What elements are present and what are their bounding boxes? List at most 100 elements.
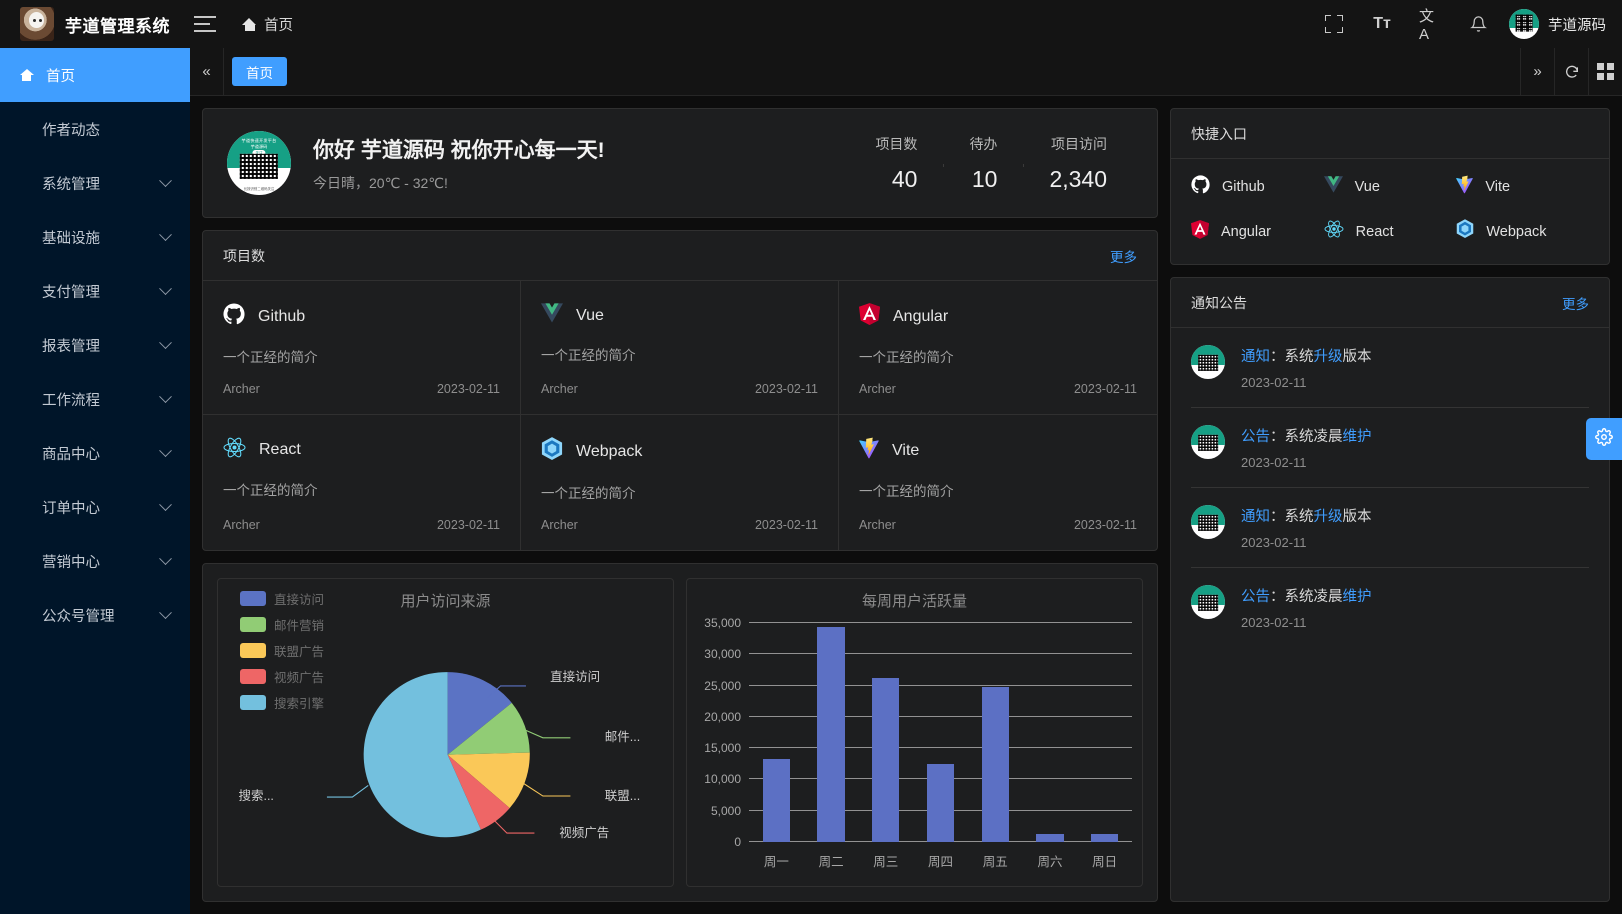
- x-tick-label: 周六: [1037, 855, 1063, 869]
- quick-entry-title: 快捷入口: [1191, 125, 1247, 142]
- quick-entry-vite[interactable]: Vite: [1456, 175, 1589, 199]
- quick-entry-grid: Github Vue Vite: [1171, 159, 1609, 264]
- project-name: Vite: [892, 441, 920, 459]
- y-axis: 0 5,000 10,000 15,000 20,000 25,000 30,0…: [687, 616, 747, 849]
- sidebar-item-label: 基础设施: [42, 230, 100, 247]
- translate-icon[interactable]: 文A: [1419, 8, 1435, 43]
- quick-entry-angular[interactable]: Angular: [1191, 219, 1324, 244]
- settings-fab[interactable]: [1586, 418, 1622, 460]
- legend-item[interactable]: 联盟广告: [240, 641, 324, 660]
- sidebar-item-author-news[interactable]: 作者动态: [0, 102, 190, 156]
- y-tick: 5,000: [710, 803, 741, 818]
- project-author: Archer: [541, 382, 578, 396]
- sidebar-item-label: 商品中心: [42, 446, 100, 463]
- notices-more-link[interactable]: 更多: [1562, 296, 1589, 312]
- legend-item[interactable]: 邮件营销: [240, 615, 324, 634]
- notices-header: 通知公告 更多: [1171, 278, 1609, 328]
- x-tick-label: 周五: [982, 855, 1008, 869]
- sidebar-item-system[interactable]: 系统管理: [0, 156, 190, 210]
- quick-entry-react[interactable]: React: [1324, 219, 1457, 244]
- project-author: Archer: [859, 382, 896, 396]
- project-desc: 一个正经的简介: [859, 484, 954, 499]
- project-author: Archer: [859, 518, 896, 532]
- project-card[interactable]: Vite 一个正经的简介 Archer 2023-02-11: [839, 415, 1157, 550]
- projects-card-header: 项目数 更多: [203, 231, 1157, 281]
- project-card[interactable]: Angular 一个正经的简介 Archer 2023-02-11: [839, 281, 1157, 415]
- x-tick-label: 周日: [1092, 855, 1118, 869]
- sidebar-item-home[interactable]: 首页: [0, 48, 190, 102]
- quick-entry-vue[interactable]: Vue: [1323, 175, 1457, 199]
- sidebar-item-report[interactable]: 报表管理: [0, 318, 190, 372]
- chevron-down-icon: [159, 335, 172, 349]
- sidebar-item-mp[interactable]: 公众号管理: [0, 588, 190, 642]
- x-tick-label: 周一: [763, 855, 789, 869]
- grid-icon[interactable]: [1588, 47, 1622, 96]
- notice-item[interactable]: 公告：系统凌晨维护 2023-02-11: [1191, 568, 1589, 647]
- project-desc: 一个正经的简介: [541, 348, 636, 363]
- notice-title: 通知：系统升级版本: [1241, 345, 1372, 366]
- hamburger-icon[interactable]: [194, 16, 216, 32]
- quick-entry-webpack[interactable]: Webpack: [1456, 219, 1589, 244]
- notice-item[interactable]: 公告：系统凌晨维护 2023-02-11: [1191, 408, 1589, 488]
- legend-label: 视频广告: [274, 671, 325, 685]
- project-card[interactable]: Github 一个正经的简介 Archer 2023-02-11: [203, 281, 521, 415]
- project-date: 2023-02-11: [754, 382, 818, 396]
- quick-entry-label: Github: [1222, 179, 1265, 195]
- bell-icon[interactable]: [1467, 13, 1489, 35]
- y-tick: 30,000: [704, 647, 741, 662]
- sidebar-item-infra[interactable]: 基础设施: [0, 210, 190, 264]
- project-date: 2023-02-11: [436, 518, 500, 532]
- y-tick: 15,000: [704, 741, 741, 756]
- project-card[interactable]: React 一个正经的简介 Archer 2023-02-11: [203, 415, 521, 550]
- user-menu[interactable]: 芋道源码: [1509, 9, 1606, 39]
- bar-cell: [1077, 623, 1132, 842]
- notice-item[interactable]: 通知：系统升级版本 2023-02-11: [1191, 328, 1589, 408]
- bar-chart[interactable]: 每周用户活跃量 0 5,000 10,000 15,000 20,000 25,…: [686, 578, 1143, 887]
- app-title: 芋道管理系统: [65, 16, 170, 36]
- quick-entry-label: React: [1355, 223, 1394, 240]
- tab-home[interactable]: 首页: [232, 57, 287, 86]
- notice-date: 2023-02-11: [1241, 615, 1307, 630]
- refresh-icon[interactable]: [1554, 47, 1588, 96]
- pie-canvas: 直接访问 邮件... 联盟... 视频广告 搜索...: [218, 579, 673, 886]
- legend-item[interactable]: 视频广告: [240, 667, 324, 686]
- scroll-right-icon[interactable]: »: [1520, 47, 1554, 96]
- quick-entry-github[interactable]: Github: [1191, 175, 1324, 199]
- sidebar-item-label: 系统管理: [42, 176, 100, 193]
- legend-item[interactable]: 直接访问: [240, 589, 324, 608]
- project-card[interactable]: Webpack 一个正经的简介 Archer 2023-02-11: [521, 415, 839, 550]
- sidebar-item-order[interactable]: 订单中心: [0, 480, 190, 534]
- project-card[interactable]: Vue 一个正经的简介 Archer 2023-02-11: [521, 281, 839, 415]
- stat-label: 项目访问: [1051, 135, 1107, 152]
- right-column: 快捷入口 Github Vue: [1170, 108, 1610, 902]
- sidebar-item-marketing[interactable]: 营销中心: [0, 534, 190, 588]
- legend-label: 联盟广告: [274, 645, 325, 659]
- font-size-icon[interactable]: Tт: [1373, 15, 1391, 32]
- brand[interactable]: 芋道管理系统: [0, 7, 190, 41]
- fullscreen-icon[interactable]: [1323, 13, 1345, 35]
- project-name: React: [259, 441, 301, 458]
- y-tick: 25,000: [704, 678, 741, 693]
- scroll-left-icon[interactable]: «: [190, 47, 224, 96]
- y-tick: 10,000: [704, 772, 741, 787]
- vue-icon: [1323, 176, 1343, 198]
- bars: [749, 623, 1132, 842]
- legend-item[interactable]: 搜索引擎: [240, 693, 324, 712]
- project-name: Vue: [576, 306, 604, 324]
- welcome-text: 你好 芋道源码 祝你开心每一天! 今日晴，20℃ - 32℃!: [313, 134, 605, 193]
- x-axis-labels: 周一 周二 周三 周四 周五 周六 周日: [749, 851, 1132, 870]
- webpack-icon: [541, 437, 563, 466]
- greeting-text: 你好 芋道源码 祝你开心每一天!: [313, 138, 605, 162]
- sidebar-item-payment[interactable]: 支付管理: [0, 264, 190, 318]
- notice-mid: ：系统凌晨: [1270, 589, 1343, 605]
- angular-icon: [1191, 219, 1209, 244]
- breadcrumb[interactable]: 首页: [242, 14, 293, 35]
- quick-entry-label: Vite: [1485, 179, 1511, 195]
- sidebar-item-product[interactable]: 商品中心: [0, 426, 190, 480]
- body: 首页 作者动态 系统管理 基础设施 支付管理 报表管理 工作流程: [0, 47, 1622, 914]
- notice-item[interactable]: 通知：系统升级版本 2023-02-11: [1191, 488, 1589, 568]
- pie-chart[interactable]: 用户访问来源 直接访问 邮件营销 联盟广告 视频广告 搜索引擎: [217, 578, 674, 887]
- y-tick: 0: [734, 835, 741, 849]
- sidebar-item-workflow[interactable]: 工作流程: [0, 372, 190, 426]
- projects-more-link[interactable]: 更多: [1110, 249, 1137, 265]
